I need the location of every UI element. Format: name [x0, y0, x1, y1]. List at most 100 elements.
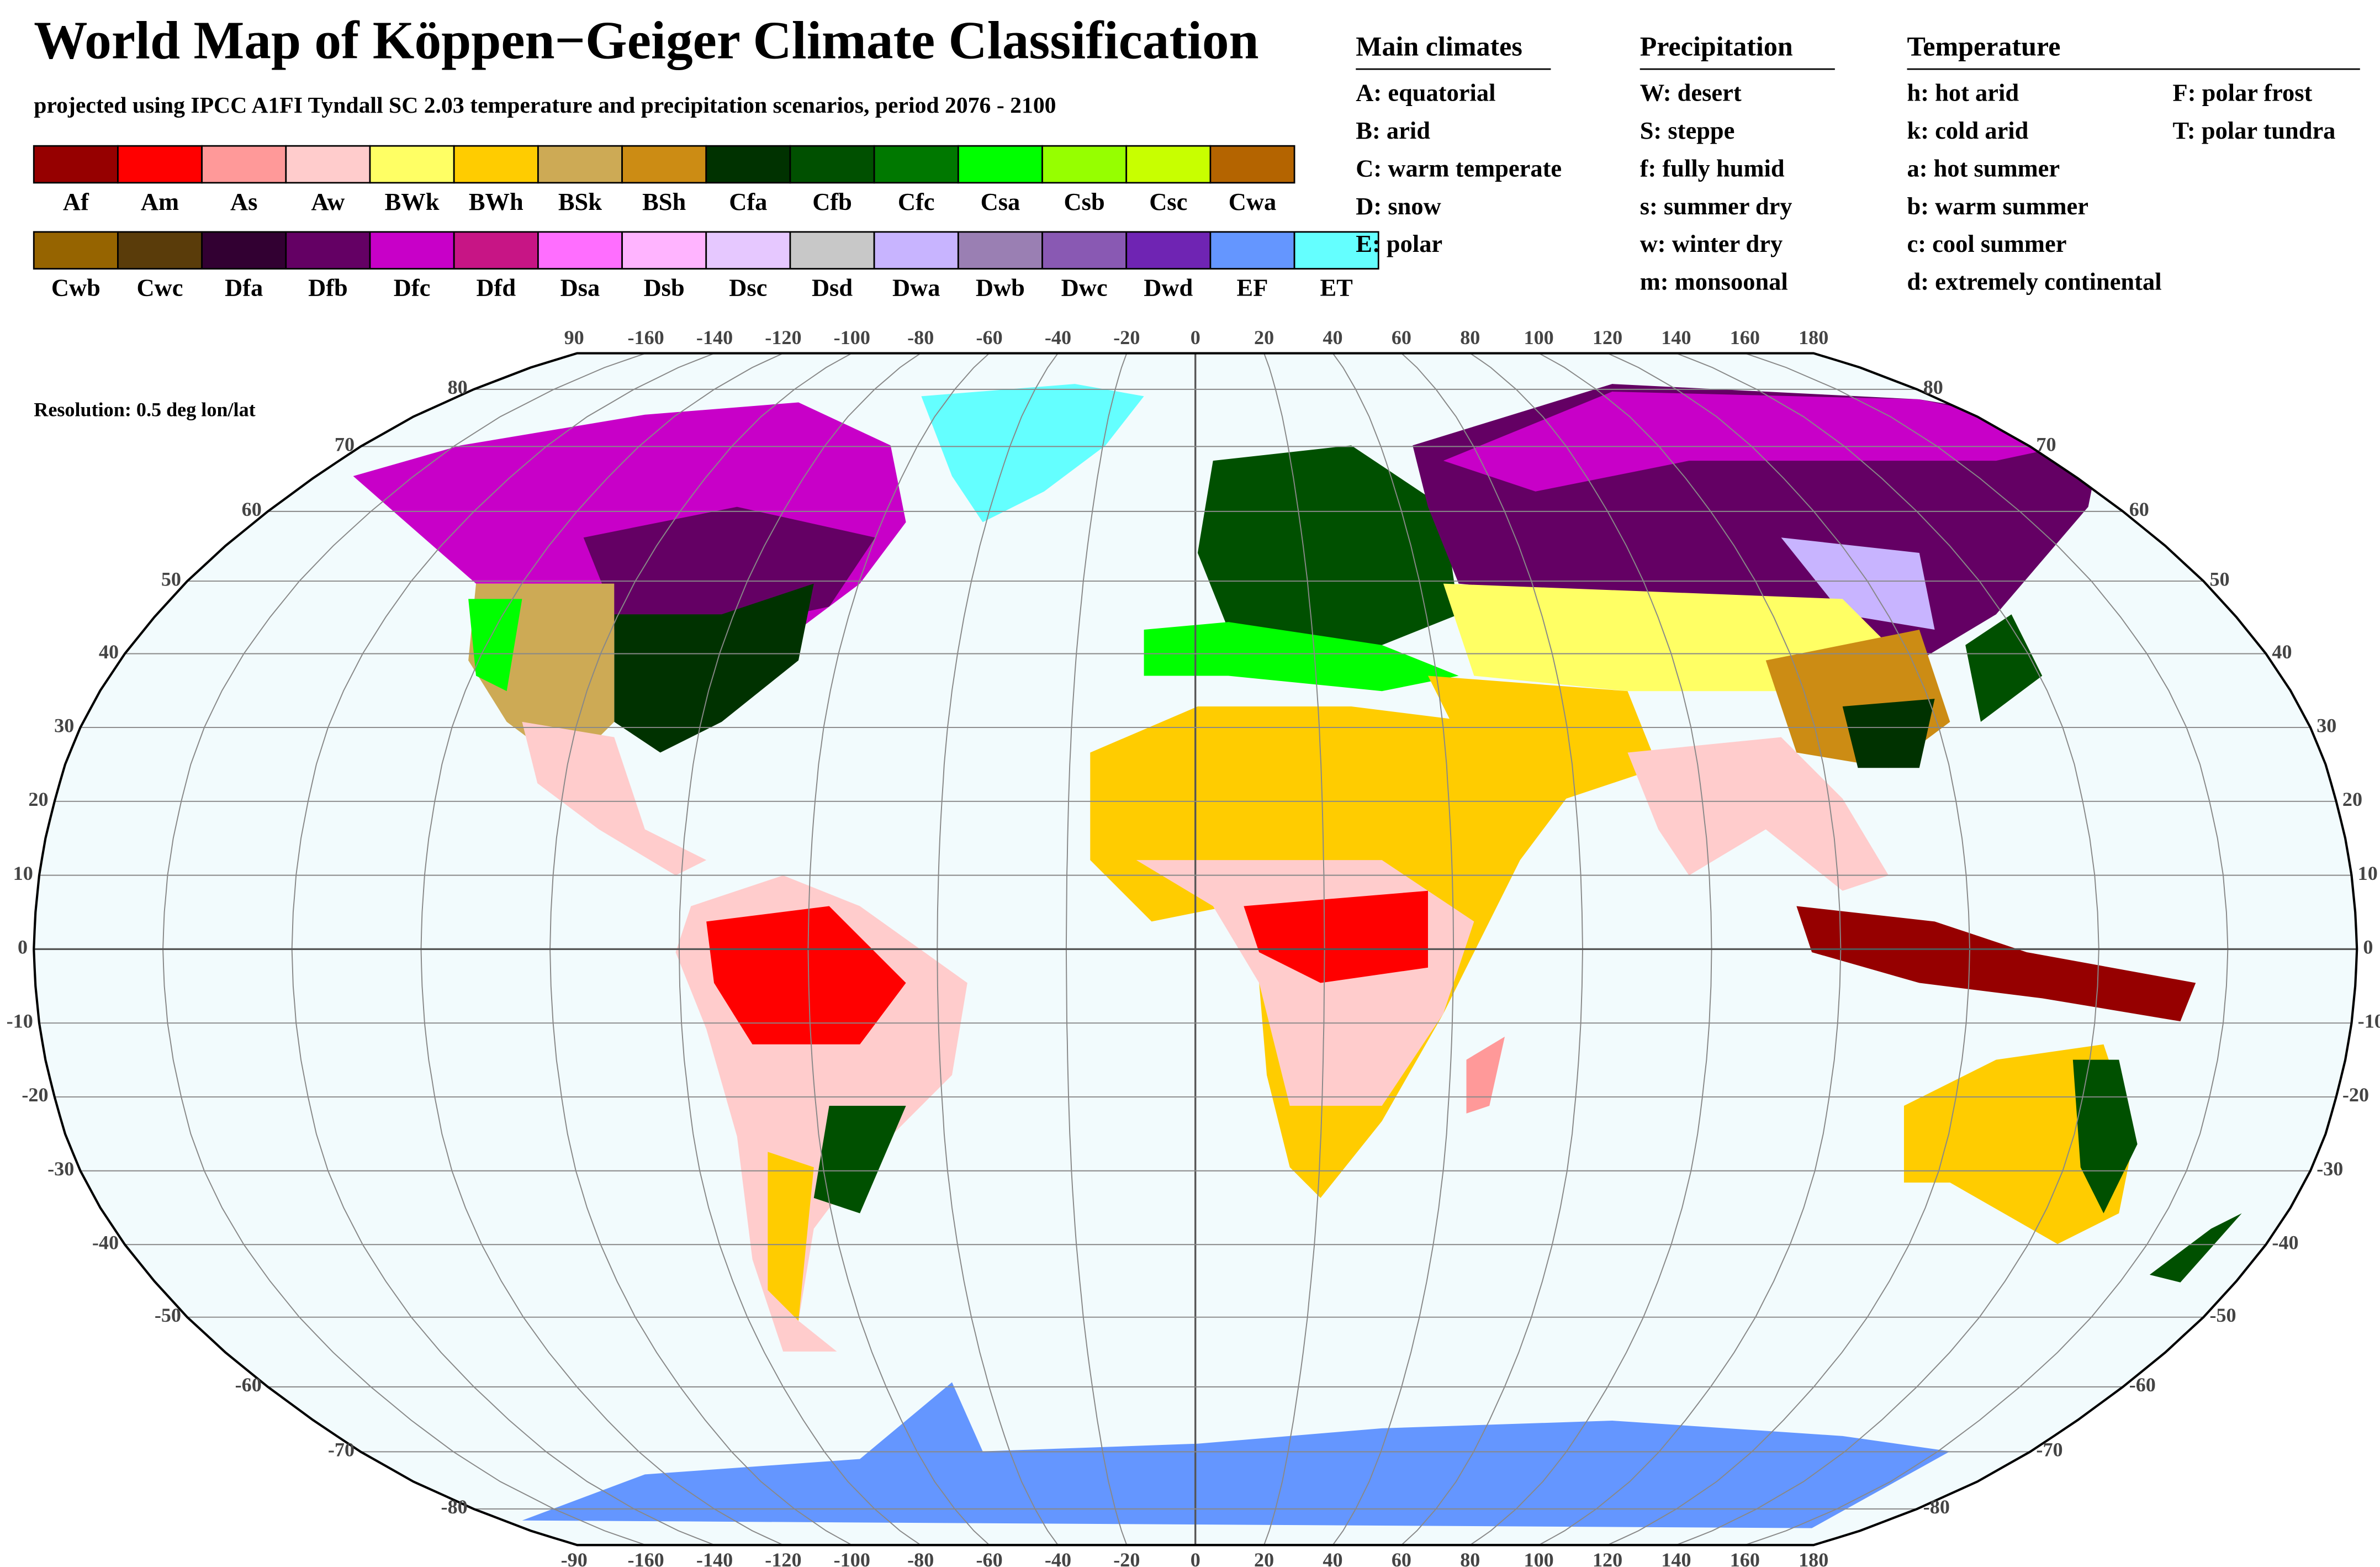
lon-label: -100: [834, 326, 870, 349]
legend-swatch: [537, 145, 623, 184]
lat-label: -50: [2209, 1304, 2236, 1326]
legend-code: Cfc: [898, 188, 935, 215]
legend-swatch: [117, 231, 203, 270]
lon-label: -120: [765, 326, 801, 349]
lat-label: -60: [2129, 1374, 2156, 1396]
legend-code: Cfa: [729, 188, 767, 215]
lat-label: 0: [18, 936, 28, 958]
mediterranean: [1144, 622, 1459, 692]
lon-label: -20: [1113, 1549, 1140, 1567]
lon-label: 160: [1730, 326, 1760, 349]
south-china: [1842, 699, 1935, 768]
south-brazil: [813, 1105, 906, 1213]
south-asia: [1627, 737, 1889, 891]
legend-swatch: [1293, 231, 1379, 270]
lat-label: 50: [161, 568, 181, 590]
legend-code: BWk: [385, 188, 440, 215]
middle-east: [1427, 676, 1659, 799]
lon-label: -140: [696, 1549, 733, 1567]
legend-code: EF: [1237, 274, 1268, 302]
lon-label: 120: [1593, 326, 1622, 349]
lat-label: -30: [47, 1158, 74, 1180]
legend-swatch: [369, 231, 455, 270]
lon-label: 60: [1392, 1549, 1411, 1567]
lon-label: 80: [1460, 326, 1480, 349]
lat-label: 50: [2209, 568, 2229, 590]
lon-label: -120: [765, 1549, 801, 1567]
lon-label: 40: [1323, 1549, 1342, 1567]
lat-label: 10: [13, 862, 33, 884]
lat-label: 30: [54, 714, 74, 736]
legend-swatch: [1041, 145, 1128, 184]
lon-label: -60: [976, 1549, 1002, 1567]
west-coast: [468, 599, 522, 692]
lat-label: -50: [155, 1304, 181, 1326]
legend-swatch: [369, 145, 455, 184]
new-zealand: [2149, 1213, 2242, 1283]
legend-code: Dfa: [225, 274, 263, 302]
legend-code: BWh: [469, 188, 523, 215]
key-item: b: warm summer: [1907, 192, 2089, 220]
lat-label: -10: [7, 1010, 33, 1032]
legend-swatch: [453, 145, 539, 184]
key-item: a: hot summer: [1907, 154, 2060, 182]
lat-label: 30: [2316, 714, 2336, 736]
lon-label: 40: [1323, 326, 1342, 349]
legend-code: Csb: [1064, 188, 1105, 215]
madagascar: [1466, 1036, 1505, 1114]
legend-swatch: [201, 231, 287, 270]
lon-label: -20: [1113, 326, 1140, 349]
legend-swatch: [873, 145, 959, 184]
lon-label: 160: [1730, 1549, 1760, 1567]
legend-code: ET: [1320, 274, 1353, 302]
legend-code: Dsa: [560, 274, 600, 302]
lon-label: -40: [1045, 1549, 1071, 1567]
siberia: [1443, 392, 2104, 492]
legend-swatch: [453, 231, 539, 270]
lon-label: 180: [1799, 1549, 1828, 1567]
lat-label: -70: [2036, 1439, 2062, 1461]
lon-label: 0: [1191, 1549, 1200, 1567]
resolution-note: Resolution: 0.5 deg lon/lat: [34, 398, 255, 420]
subtitle: projected using IPCC A1FI Tyndall SC 2.0…: [34, 93, 1056, 118]
lat-label: -70: [328, 1439, 355, 1461]
legend-code: Dfb: [308, 274, 348, 302]
lat-label: 60: [242, 498, 262, 520]
lat-label: 60: [2129, 498, 2149, 520]
legend-swatch: [1209, 231, 1295, 270]
lon-label: 20: [1254, 326, 1274, 349]
legend-code: Dfc: [394, 274, 431, 302]
key-item: c: cool summer: [1907, 230, 2067, 257]
patagonia: [768, 1152, 814, 1321]
lon-label: 140: [1661, 326, 1691, 349]
legend-code: Dfd: [476, 274, 516, 302]
lon-label: -40: [1045, 326, 1071, 349]
key-item: C: warm temperate: [1356, 154, 1562, 182]
europe: [1197, 445, 1459, 645]
legend-swatch: [285, 231, 371, 270]
lon-label: 80: [1460, 1549, 1480, 1567]
lon-label: -100: [834, 1549, 870, 1567]
key-item: E: polar: [1356, 230, 1442, 257]
lat-label: -30: [2316, 1158, 2343, 1180]
lon-label: 0: [1191, 326, 1200, 349]
key-item: S: steppe: [1640, 117, 1735, 144]
lat-label: -60: [235, 1374, 262, 1396]
key-item: f: fully humid: [1640, 154, 1785, 182]
lon-label: 60: [1392, 326, 1411, 349]
lat-label: -20: [2342, 1084, 2369, 1106]
lon-label: -80: [907, 326, 934, 349]
lon-label: -160: [628, 326, 664, 349]
lat-label: -90: [561, 1549, 588, 1567]
legend-swatch: [285, 145, 371, 184]
key-heading: Main climates: [1356, 30, 1522, 61]
legend-code: BSk: [558, 188, 602, 215]
legend-swatch: [201, 145, 287, 184]
key-item: h: hot arid: [1907, 79, 2019, 107]
lat-label: 70: [2036, 434, 2056, 456]
legend-code: BSh: [642, 188, 686, 215]
legend-swatch: [705, 231, 791, 270]
title: World Map of Köppen−Geiger Climate Class…: [34, 11, 1258, 71]
